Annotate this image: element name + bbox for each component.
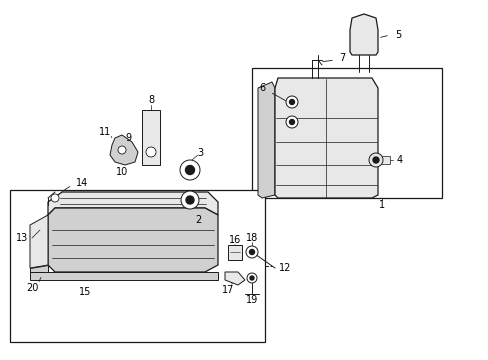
Circle shape: [118, 146, 126, 154]
Text: 19: 19: [245, 295, 258, 305]
Text: 15: 15: [79, 287, 91, 297]
Text: 4: 4: [396, 155, 402, 165]
Text: 17: 17: [222, 285, 234, 295]
Circle shape: [146, 147, 156, 157]
Text: 20: 20: [26, 283, 38, 293]
Text: 10: 10: [116, 167, 128, 177]
Polygon shape: [48, 208, 218, 272]
Text: 12: 12: [278, 263, 290, 273]
Polygon shape: [195, 205, 204, 212]
Polygon shape: [30, 215, 48, 268]
Circle shape: [289, 99, 294, 104]
Circle shape: [246, 273, 257, 283]
Text: 18: 18: [245, 233, 258, 243]
Text: 1: 1: [378, 200, 384, 210]
Circle shape: [249, 249, 254, 255]
Circle shape: [368, 153, 382, 167]
Text: 6: 6: [259, 83, 264, 93]
Circle shape: [245, 246, 258, 258]
Circle shape: [185, 196, 194, 204]
Circle shape: [180, 160, 200, 180]
Polygon shape: [48, 192, 218, 215]
Text: 13: 13: [16, 233, 28, 243]
Circle shape: [181, 191, 199, 209]
Text: 9: 9: [124, 133, 131, 143]
Polygon shape: [30, 265, 48, 272]
Circle shape: [289, 120, 294, 125]
Polygon shape: [377, 156, 389, 164]
Circle shape: [372, 157, 378, 163]
Circle shape: [285, 116, 297, 128]
Circle shape: [249, 276, 253, 280]
Polygon shape: [30, 272, 218, 280]
Bar: [10, 190, 264, 342]
Polygon shape: [227, 245, 242, 260]
Text: 7: 7: [338, 53, 345, 63]
Polygon shape: [110, 135, 138, 165]
Text: 8: 8: [148, 95, 154, 105]
Text: 14: 14: [76, 178, 88, 188]
Text: 2: 2: [195, 215, 201, 225]
Circle shape: [51, 194, 59, 202]
Text: 16: 16: [228, 235, 241, 245]
Polygon shape: [274, 78, 377, 198]
Bar: [251, 68, 441, 198]
Text: 11: 11: [99, 127, 111, 137]
Polygon shape: [258, 82, 274, 198]
Text: 3: 3: [197, 148, 203, 158]
Polygon shape: [142, 110, 160, 165]
Polygon shape: [224, 272, 244, 285]
Polygon shape: [349, 14, 377, 55]
Circle shape: [285, 96, 297, 108]
Text: 5: 5: [394, 30, 400, 40]
Circle shape: [185, 166, 194, 175]
